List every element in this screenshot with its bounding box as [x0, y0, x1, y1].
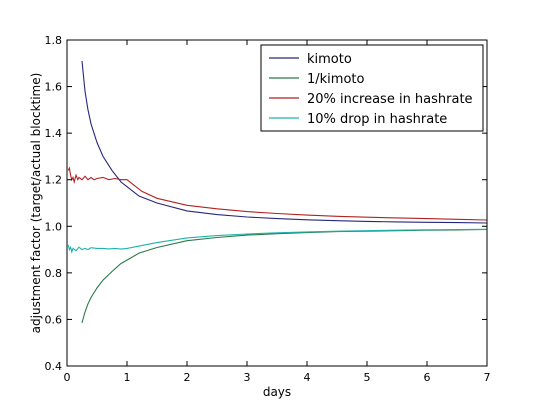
y-tick-label: 1.8 — [45, 34, 63, 47]
x-axis-label: days — [263, 385, 291, 399]
x-axis-ticks: 0 1 2 3 4 5 6 7 — [64, 40, 491, 384]
plot-lines — [67, 60, 488, 324]
x-tick-label: 4 — [304, 371, 311, 384]
y-tick-label: 1.4 — [45, 127, 63, 140]
y-tick-label: 0.4 — [45, 360, 63, 373]
x-tick-label: 3 — [244, 371, 251, 384]
y-tick-label: 1.0 — [45, 220, 63, 233]
legend-box — [260, 44, 484, 132]
plot-frame — [66, 39, 488, 367]
legend-label-2: 1/kimoto — [307, 72, 365, 87]
legend-label-3: 20% increase in hashrate — [307, 92, 473, 107]
y-tick-label: 0.8 — [45, 267, 63, 280]
series-line-4 — [67, 228, 488, 254]
legend-label-1: kimoto — [307, 52, 352, 67]
y-axis-ticks: 0.4 0.6 0.8 1.0 1.2 1.4 1.6 1.8 — [45, 34, 487, 373]
x-tick-label: 7 — [484, 371, 491, 384]
legend-label-4: 10% drop in hashrate — [307, 112, 447, 127]
x-tick-label: 1 — [124, 371, 131, 384]
x-tick-label: 5 — [364, 371, 371, 384]
x-tick-label: 6 — [424, 371, 431, 384]
series-line-1 — [81, 60, 488, 224]
x-tick-label: 2 — [184, 371, 191, 384]
y-axis-label: adjustment factor (target/actual blockti… — [29, 73, 43, 334]
legend: kimoto 1/kimoto 20% increase in hashrate 10… — [260, 44, 484, 132]
x-tick-label: 0 — [64, 371, 71, 384]
y-tick-label: 1.6 — [45, 81, 63, 94]
series-line-3 — [67, 166, 488, 221]
y-tick-label: 1.2 — [45, 174, 63, 187]
y-tick-label: 0.6 — [45, 313, 63, 326]
